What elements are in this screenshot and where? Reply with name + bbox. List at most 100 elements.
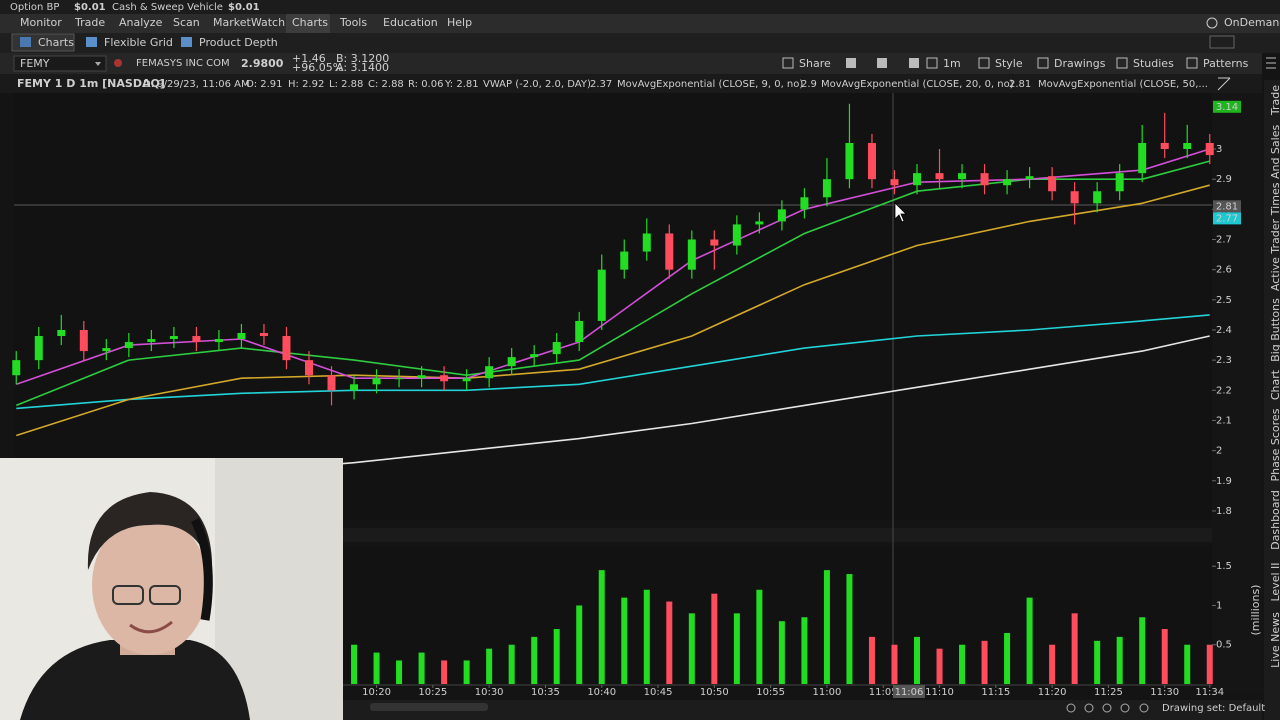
y-tick-label: 3 [1216,144,1222,155]
volume-bar [711,593,718,684]
menu-item[interactable]: Help [447,16,472,29]
x-tick-label: 10:45 [644,687,673,698]
button-icon [782,57,794,69]
toolbar-button[interactable]: Patterns [1203,57,1249,70]
symbol-box[interactable] [13,55,107,72]
volume-axis-label: (millions) [1249,585,1262,636]
sidebar-tab[interactable]: Dashboard [1269,490,1280,550]
candle-body [597,269,606,321]
price-marker [1213,212,1241,225]
toolbar-button[interactable]: 1m [943,57,961,70]
ohlc-value: O: 2.91 [246,79,283,90]
candle-body [710,239,719,246]
candle-body [552,342,561,355]
volume-bar [1161,629,1168,684]
toolbar-icon[interactable] [846,58,856,68]
ohlc-value: L: 2.88 [329,79,363,90]
volume-bar [351,644,358,684]
zoom-control[interactable] [1120,703,1130,713]
menu-item[interactable]: Charts [292,16,328,29]
sidebar-tab[interactable]: Chart [1269,369,1280,400]
sidebar-tab[interactable]: Times And Sales [1269,125,1280,217]
volume-bar [531,636,538,684]
sidebar-tab[interactable]: Trade [1269,85,1280,116]
zoom-control[interactable] [1102,703,1112,713]
toolbar-button[interactable]: Style [995,57,1023,70]
y-tick-label: 0.5 [1216,640,1232,651]
sidebar-tab[interactable]: Active Trader [1269,218,1280,291]
volume-bar [981,640,988,684]
menu-item[interactable]: Monitor [20,16,62,29]
toolbar-button[interactable]: Share [799,57,831,70]
tab[interactable]: Flexible Grid [104,36,173,49]
x-tick-label: 10:20 [362,687,391,698]
sidebar-tab[interactable]: Big Buttons [1269,298,1280,362]
candle-body [169,336,178,340]
x-tick-label: 10:50 [700,687,729,698]
price-marker-label: 3.14 [1216,102,1238,113]
sidebar-tab[interactable]: Live News [1269,612,1280,668]
menu-item[interactable]: Tools [339,16,367,29]
study-value: 2.81 [1009,79,1031,90]
menu-item[interactable]: Analyze [119,16,163,29]
candle-body [237,333,246,340]
volume-bar [756,589,763,684]
zoom-control[interactable] [1066,703,1076,713]
toolbar-button[interactable]: Drawings [1054,57,1106,70]
volume-bar [396,660,403,684]
volume-bar [1026,597,1033,684]
face [92,515,208,655]
candle-body [958,173,967,180]
menu-active [286,14,330,33]
candle-body [507,357,516,367]
toolbar-icon[interactable] [877,58,887,68]
ondemand-icon [1206,17,1218,29]
candle-body [12,360,21,376]
ask: A: 3.1400 [336,61,389,74]
zoom-control[interactable] [1139,703,1149,713]
study-value: 2.9 [801,79,817,90]
hair [87,492,213,575]
volume-bar [576,605,583,684]
chart-symbol: FEMY 1 D 1m [NASDAQ] [17,77,165,90]
tab[interactable]: Product Depth [199,36,278,49]
bid: B: 3.1200 [336,52,389,65]
alert-icon [114,59,122,67]
menu-item[interactable]: Education [383,16,438,29]
menu-item[interactable]: MarketWatch [213,16,285,29]
volume-bar [463,660,470,684]
crosshair-time-box [893,685,925,698]
change: +1.46 [292,52,326,65]
menu-item[interactable]: Trade [74,16,105,29]
tab-icon [20,37,31,47]
drawing-set[interactable]: Drawing set: Default [1162,703,1265,714]
menu-icon[interactable] [1266,57,1276,69]
tab-icon [86,37,97,47]
candle-body [102,348,111,352]
ondemand[interactable]: OnDemand [1224,16,1280,29]
volume-bar [1071,613,1078,684]
x-tick-label: 10:30 [475,687,504,698]
zoom-control[interactable] [1084,703,1094,713]
expand-icon[interactable] [1217,77,1231,91]
candle-body [259,333,268,337]
volume-bar [508,644,515,684]
sidebar-tab[interactable]: Level II [1269,562,1280,601]
price-marker [1213,100,1241,113]
candle-body [665,233,674,270]
tab[interactable]: Charts [38,36,74,49]
y-tick-label: 2.7 [1216,235,1232,246]
toolbar-button[interactable]: Studies [1133,57,1174,70]
change-pct: +96.05% [292,61,343,74]
candle-body [732,224,741,246]
menu-item[interactable]: Scan [173,16,200,29]
scrollbar[interactable] [370,703,488,711]
candle-body [1183,142,1192,150]
window-button[interactable] [1209,35,1235,49]
toolbar-icon[interactable] [909,58,919,68]
candle-body [395,378,404,380]
candle-body [867,142,876,180]
candle-body [1048,176,1057,192]
volume-bar [666,601,673,684]
sidebar-tab[interactable]: Phase Scores [1269,408,1280,481]
